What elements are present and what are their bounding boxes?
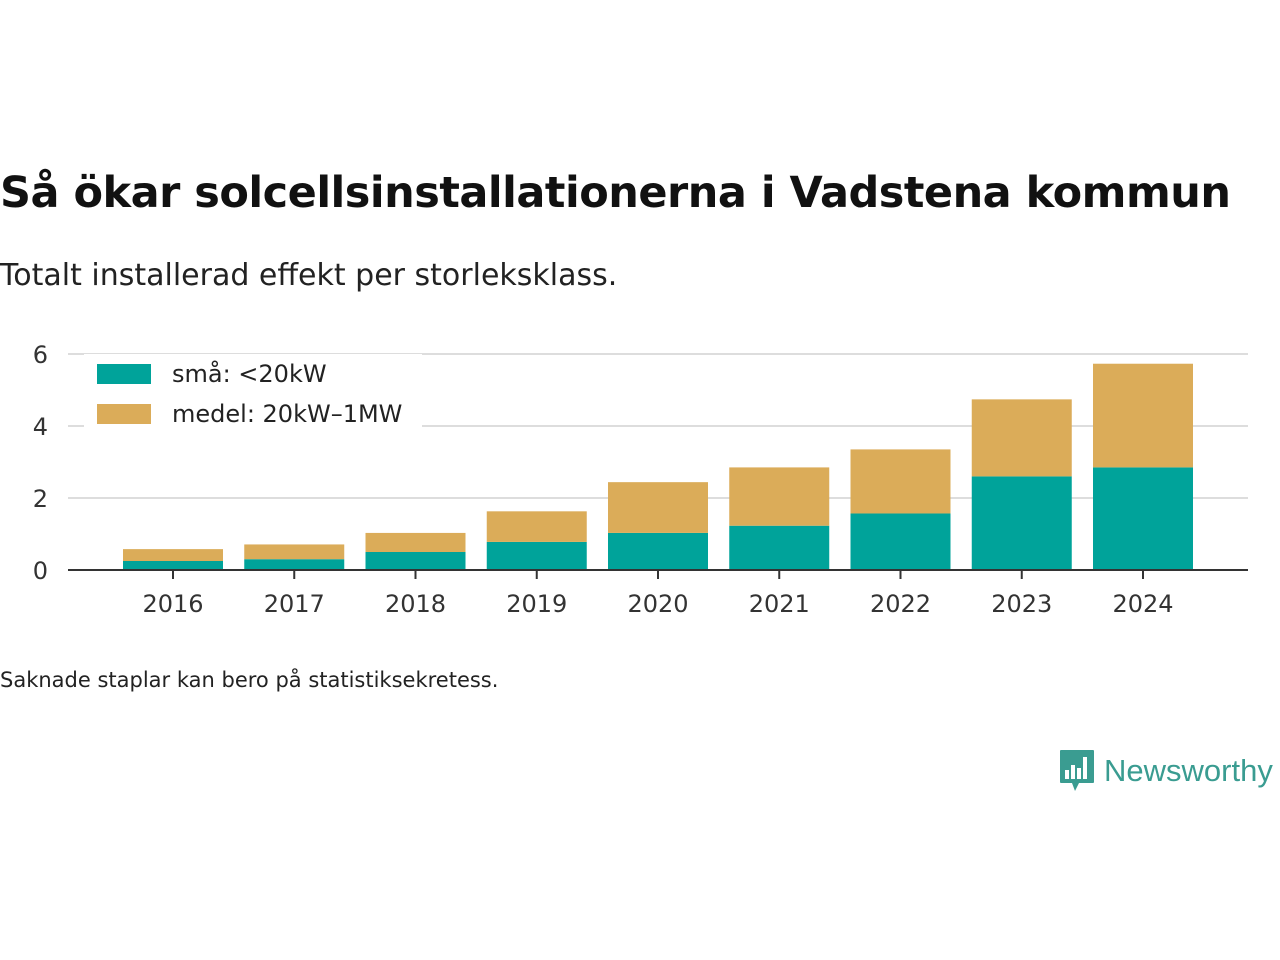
y-tick-label: 4 [33, 413, 48, 441]
bar-segment [850, 449, 951, 514]
chart-title: Så ökar solcellsinstallationerna i Vadst… [0, 168, 1231, 218]
bar-segment [729, 525, 830, 570]
axes: 0 2 4 6 2016 2017 2018 2019 2020 2021 2022 2023 2024 [33, 341, 1248, 618]
footnote: Saknade staplar kan bero på statistiksek… [0, 668, 499, 692]
brand-name: Newsworthy [1104, 753, 1273, 788]
legend-label: små: <20kW [172, 359, 327, 388]
bar-segment [365, 532, 466, 552]
bar-segment [1093, 363, 1193, 468]
y-tick-label: 0 [33, 557, 48, 585]
bar-segment [608, 482, 708, 533]
brand-logo: Newsworthy [1058, 748, 1273, 794]
x-tick-label: 2022 [870, 590, 931, 618]
bar-segment [244, 544, 345, 560]
bar-segment [850, 513, 951, 570]
bar-segment [971, 399, 1072, 477]
legend-label: medel: 20kW–1MW [172, 400, 402, 428]
x-tick-label: 2021 [749, 590, 810, 618]
bar-segment [608, 532, 708, 570]
y-tick-label: 2 [33, 485, 48, 513]
legend-swatch [97, 364, 151, 384]
y-tick-label: 6 [33, 341, 48, 369]
x-tick-label: 2020 [627, 590, 688, 618]
x-tick-label: 2024 [1112, 590, 1173, 618]
bar-segment [244, 559, 345, 570]
bar-segment [971, 476, 1072, 570]
bar-segment [486, 541, 587, 570]
bar-segment [729, 467, 830, 526]
legend: små: <20kW medel: 20kW–1MW [84, 354, 422, 458]
stacked-bar-chart: små: <20kW medel: 20kW–1MW 0 2 4 6 2016 2017 20… [33, 341, 1248, 618]
x-tick-label: 2017 [264, 590, 325, 618]
x-tick-label: 2019 [506, 590, 567, 618]
x-tick-label: 2023 [991, 590, 1052, 618]
bar-segment [486, 511, 587, 542]
bar-chart-speech-bubble-icon [1060, 750, 1094, 791]
x-tick-label: 2016 [142, 590, 203, 618]
chart-subtitle: Totalt installerad effekt per storlekskl… [0, 258, 618, 293]
legend-swatch [97, 404, 151, 424]
bar-segment [1093, 467, 1193, 570]
bar-segment [365, 552, 466, 570]
bar-segment [123, 549, 223, 561]
x-tick-label: 2018 [385, 590, 446, 618]
bars [123, 363, 1193, 570]
bar-segment [123, 561, 223, 570]
